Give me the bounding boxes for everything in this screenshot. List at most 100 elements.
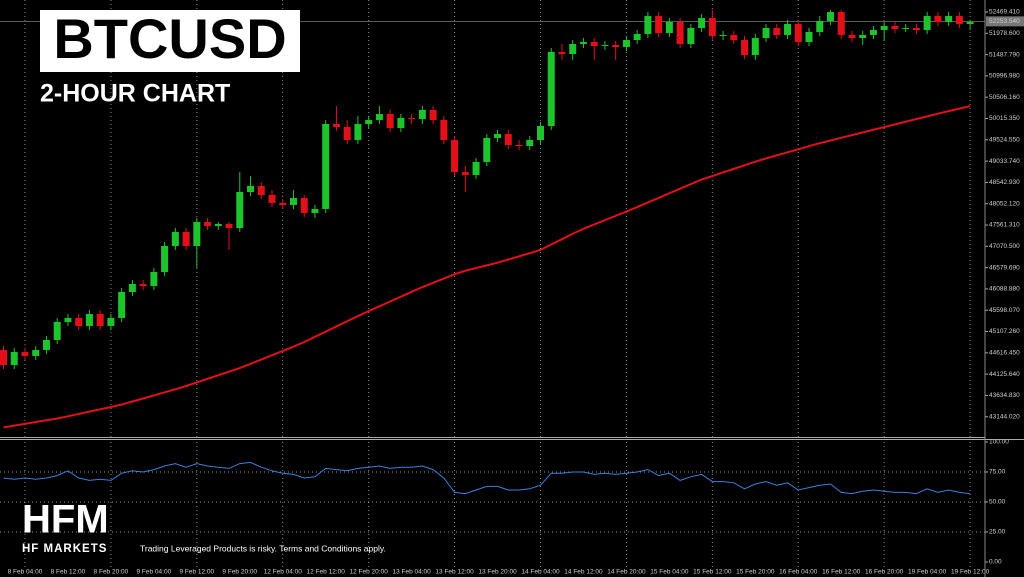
- candle-body: [289, 197, 297, 205]
- x-tick-label: 12 Feb 04:00: [264, 569, 303, 576]
- candle-body: [590, 42, 598, 47]
- candle-body: [268, 194, 276, 203]
- candle-body: [451, 140, 459, 172]
- candle-body: [343, 126, 351, 141]
- last-price-box: [986, 16, 1024, 27]
- candle-body: [762, 27, 770, 39]
- candle-body: [279, 202, 287, 205]
- y-tick-label: 50996.980: [989, 73, 1020, 80]
- y-tick-label: 48052.120: [989, 200, 1020, 207]
- x-tick-label: 19 Feb 12:00: [951, 569, 990, 576]
- y-tick-label: 0.00: [989, 559, 1002, 566]
- candle-body: [612, 45, 620, 48]
- y-tick-label: 43144.020: [989, 413, 1020, 420]
- candle-body: [826, 12, 834, 22]
- candle-body: [386, 114, 394, 128]
- candle-body: [225, 223, 233, 228]
- x-tick-label: 15 Feb 12:00: [693, 569, 732, 576]
- candle-body: [719, 34, 727, 36]
- candle-body: [698, 18, 706, 28]
- logo: HFM: [22, 498, 109, 542]
- candle-body: [139, 283, 147, 286]
- candle-body: [96, 314, 104, 326]
- candle-body: [21, 351, 29, 356]
- candle-body: [891, 25, 899, 29]
- x-tick-label: 9 Feb 04:00: [137, 569, 172, 576]
- candle-body: [816, 21, 824, 32]
- candle-body: [784, 24, 792, 35]
- subtitle: 2-HOUR CHART: [40, 80, 230, 108]
- candle-body: [171, 231, 179, 246]
- candle-body: [655, 16, 663, 33]
- candle-body: [644, 16, 652, 34]
- x-tick-label: 16 Feb 20:00: [865, 569, 904, 576]
- y-tick-label: 50.00: [989, 499, 1006, 506]
- candle-body: [397, 118, 405, 128]
- x-tick-label: 12 Feb 20:00: [350, 569, 389, 576]
- candle-body: [902, 27, 910, 29]
- x-tick-label: 8 Feb 12:00: [51, 569, 86, 576]
- y-tick-label: 45107.260: [989, 328, 1020, 335]
- y-tick-label: 44616.450: [989, 350, 1020, 357]
- y-tick-label: 46579.690: [989, 264, 1020, 271]
- candle-body: [107, 317, 115, 326]
- candle-body: [300, 197, 308, 213]
- y-tick-label: 43634.830: [989, 392, 1020, 399]
- x-tick-label: 9 Feb 12:00: [179, 569, 214, 576]
- x-tick-label: 13 Feb 12:00: [435, 569, 474, 576]
- candle-body: [794, 24, 802, 43]
- candle-body: [869, 29, 877, 35]
- candle-body: [161, 245, 169, 272]
- candle-body: [741, 40, 749, 55]
- x-tick-label: 13 Feb 20:00: [478, 569, 517, 576]
- candle-body: [504, 133, 512, 146]
- x-tick-label: 16 Feb 04:00: [779, 569, 818, 576]
- y-tick-label: 44125.640: [989, 371, 1020, 378]
- candle-body: [118, 291, 126, 318]
- candle-body: [708, 18, 716, 36]
- y-tick-label: 47070.500: [989, 243, 1020, 250]
- candle-body: [805, 31, 813, 43]
- candle-body: [214, 223, 222, 226]
- candle-body: [332, 123, 340, 127]
- candle-body: [966, 22, 974, 25]
- x-tick-label: 14 Feb 20:00: [607, 569, 646, 576]
- candle-body: [322, 123, 330, 209]
- candle-body: [75, 317, 83, 326]
- y-tick-label: 47561.310: [989, 222, 1020, 229]
- candle-body: [64, 317, 72, 322]
- candle-body: [429, 109, 437, 121]
- x-tick-label: 14 Feb 04:00: [521, 569, 560, 576]
- x-tick-label: 14 Feb 12:00: [564, 569, 603, 576]
- x-tick-label: 9 Feb 20:00: [222, 569, 257, 576]
- disclaimer: Trading Leveraged Products is risky. Ter…: [140, 543, 386, 553]
- candle-body: [193, 221, 201, 246]
- y-tick-label: 51487.790: [989, 51, 1020, 58]
- x-tick-label: 8 Feb 20:00: [94, 569, 129, 576]
- candle-body: [622, 40, 630, 48]
- candle-body: [128, 283, 136, 292]
- candle-body: [837, 12, 845, 35]
- candle-body: [204, 221, 212, 226]
- candle-body: [526, 140, 534, 146]
- candle-body: [912, 27, 920, 30]
- moving-average: [3, 105, 971, 429]
- x-tick-label: 15 Feb 04:00: [650, 569, 689, 576]
- y-tick-label: 52469.410: [989, 9, 1020, 16]
- candle-body: [0, 349, 7, 365]
- candle-body: [375, 114, 383, 121]
- candle-body: [945, 16, 953, 23]
- candle-body: [182, 231, 190, 246]
- y-tick-label: 100.00: [989, 439, 1009, 446]
- y-tick-label: 75.00: [989, 469, 1006, 476]
- x-tick-label: 13 Feb 04:00: [392, 569, 431, 576]
- candle-body: [955, 16, 963, 25]
- y-tick-label: 45598.070: [989, 307, 1020, 314]
- candle-body: [773, 27, 781, 35]
- candle-body: [665, 22, 673, 33]
- candle-body: [418, 109, 426, 120]
- x-tick-label: 16 Feb 12:00: [822, 569, 861, 576]
- candle-body: [150, 271, 158, 286]
- last-price-label: 52253.540: [989, 18, 1020, 25]
